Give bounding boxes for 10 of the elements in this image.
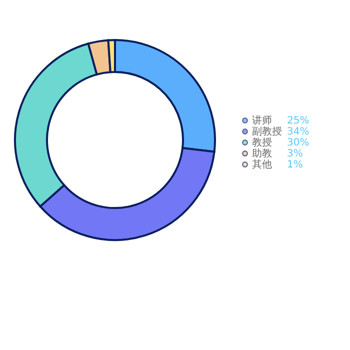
legend-label: 助教 xyxy=(252,148,272,160)
data-label: 1% xyxy=(287,160,303,170)
data-label: 25% xyxy=(287,116,310,126)
data-label: 30% xyxy=(287,138,310,148)
data-label: 34% xyxy=(287,126,310,138)
legend-label: 其他 xyxy=(252,158,272,170)
legend-label: 教授 xyxy=(252,136,272,148)
legend-label: 副教授 xyxy=(252,126,282,138)
legend-label: 讲师 xyxy=(252,114,272,126)
data-label: 3% xyxy=(287,148,303,160)
